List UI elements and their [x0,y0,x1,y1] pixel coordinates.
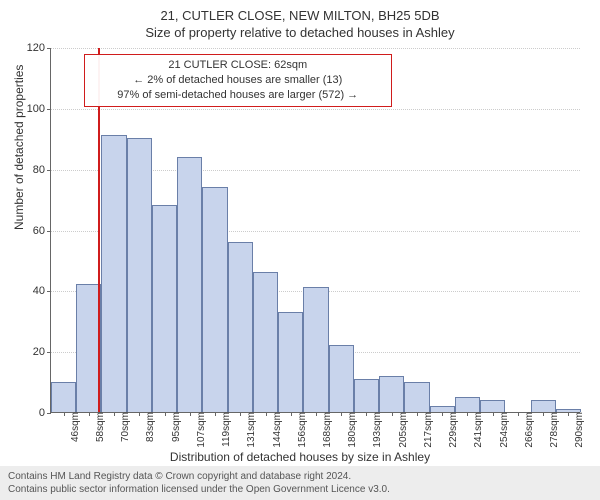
xtick-mark [266,412,267,416]
plot-area: 02040608010012046sqm58sqm70sqm83sqm95sqm… [50,48,580,413]
histogram-bar [51,382,76,412]
xtick-label: 193sqm [370,412,383,448]
histogram-bar [127,138,152,412]
xtick-mark [442,412,443,416]
xtick-label: 119sqm [219,412,232,447]
ytick-label: 20 [33,346,51,358]
xtick-label: 205sqm [396,412,409,448]
chart-title-line2: Size of property relative to detached ho… [0,25,600,40]
xtick-mark [190,412,191,416]
xtick-mark [316,412,317,416]
xtick-mark [165,412,166,416]
xtick-label: 70sqm [118,412,131,442]
ytick-label: 0 [39,407,51,419]
histogram-bar [531,400,556,412]
annotation-line: 21 CUTLER CLOSE: 62sqm [91,58,385,73]
footer-attribution: Contains HM Land Registry data © Crown c… [0,466,600,500]
xtick-label: 229sqm [446,412,459,448]
xtick-mark [341,412,342,416]
xtick-label: 95sqm [169,412,182,442]
chart-title-line1: 21, CUTLER CLOSE, NEW MILTON, BH25 5DB [0,8,600,23]
xtick-mark [291,412,292,416]
ytick-label: 80 [33,164,51,176]
xtick-mark [139,412,140,416]
annotation-line: 97% of semi-detached houses are larger (… [91,88,385,103]
footer-line1: Contains HM Land Registry data © Crown c… [8,470,592,483]
histogram-bar [455,397,480,412]
histogram-bar [228,242,253,412]
xtick-label: 168sqm [320,412,333,448]
xtick-mark [467,412,468,416]
xtick-mark [543,412,544,416]
xtick-mark [568,412,569,416]
xtick-label: 217sqm [421,412,434,448]
xtick-mark [240,412,241,416]
xtick-mark [518,412,519,416]
annotation-line: ← 2% of detached houses are smaller (13) [91,73,385,88]
xtick-mark [89,412,90,416]
xtick-label: 144sqm [270,412,283,448]
histogram-bar [101,135,126,412]
xtick-mark [114,412,115,416]
xtick-label: 290sqm [572,412,585,448]
gridline [51,48,580,49]
xtick-label: 107sqm [194,412,207,448]
ytick-label: 100 [27,103,51,115]
xtick-mark [64,412,65,416]
xtick-label: 156sqm [295,412,308,448]
footer-line2: Contains public sector information licen… [8,483,592,496]
xtick-label: 266sqm [522,412,535,448]
xtick-label: 278sqm [547,412,560,448]
histogram-bar [152,205,177,412]
xtick-mark [392,412,393,416]
xtick-mark [215,412,216,416]
gridline [51,109,580,110]
histogram-bar [177,157,202,413]
ytick-label: 40 [33,285,51,297]
ytick-label: 60 [33,225,51,237]
chart-area: 02040608010012046sqm58sqm70sqm83sqm95sqm… [50,48,580,413]
xtick-label: 254sqm [497,412,510,448]
histogram-bar [253,272,278,412]
annotation-box: 21 CUTLER CLOSE: 62sqm← 2% of detached h… [84,54,392,107]
xtick-label: 131sqm [244,412,257,448]
xtick-label: 241sqm [471,412,484,448]
xtick-label: 83sqm [143,412,156,442]
histogram-bar [303,287,328,412]
xtick-mark [417,412,418,416]
xtick-mark [493,412,494,416]
y-axis-label: Number of detached properties [12,65,26,230]
xtick-label: 46sqm [68,412,81,442]
histogram-bar [480,400,505,412]
histogram-bar [404,382,429,412]
histogram-bar [379,376,404,413]
xtick-label: 180sqm [345,412,358,448]
x-axis-label: Distribution of detached houses by size … [0,450,600,464]
histogram-bar [354,379,379,412]
histogram-bar [278,312,303,412]
histogram-bar [202,187,227,412]
xtick-mark [366,412,367,416]
xtick-label: 58sqm [93,412,106,442]
ytick-label: 120 [27,42,51,54]
histogram-bar [329,345,354,412]
